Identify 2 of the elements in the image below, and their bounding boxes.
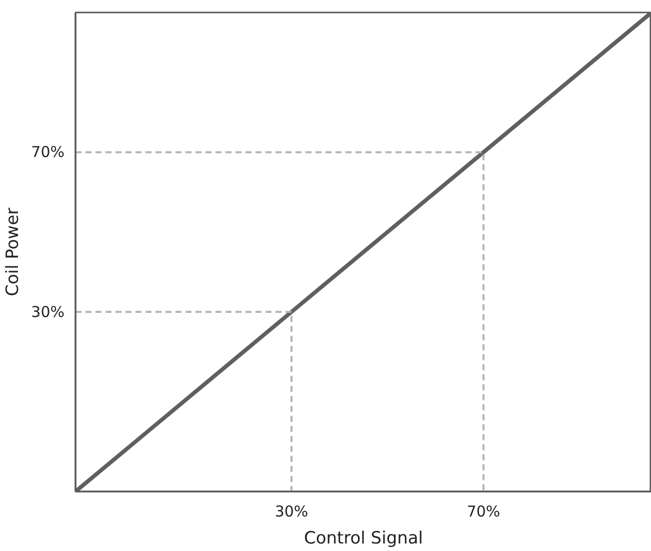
x-axis-title: Control Signal bbox=[304, 528, 424, 548]
y-axis-title: Coil Power bbox=[3, 208, 24, 296]
